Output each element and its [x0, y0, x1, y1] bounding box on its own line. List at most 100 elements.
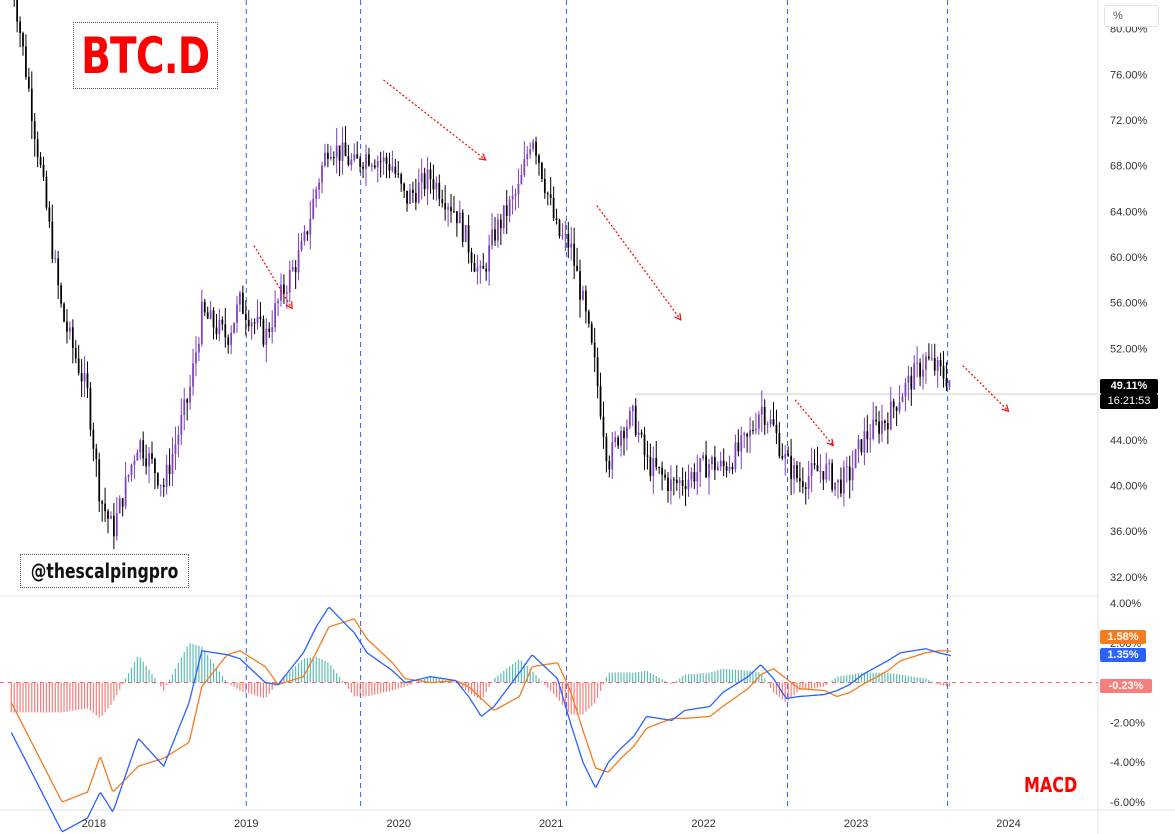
candle-body	[866, 431, 869, 440]
candle-body	[541, 163, 543, 180]
candle-body	[25, 46, 27, 77]
candle-body	[590, 323, 593, 343]
candle-body	[19, 21, 21, 33]
candle-body	[772, 419, 775, 425]
candle-body	[719, 460, 722, 467]
candle-body	[39, 157, 42, 165]
trend-arrow-line	[253, 245, 293, 309]
candle-body	[36, 139, 39, 158]
candle-body	[280, 284, 282, 301]
candle-body	[713, 457, 716, 471]
candle-body	[329, 157, 332, 159]
price-tick-label: 36.00%	[1110, 526, 1148, 538]
candle-body	[283, 284, 285, 294]
candle-body	[215, 327, 218, 335]
candle-body	[206, 312, 209, 319]
candle-body	[192, 363, 194, 387]
candle-body	[236, 304, 238, 323]
candle-body	[799, 478, 801, 482]
candle-body	[250, 322, 253, 327]
candle-body	[848, 466, 851, 481]
candle-body	[180, 414, 183, 435]
candle-body	[394, 166, 397, 174]
candle-body	[596, 357, 599, 387]
candle-body	[579, 271, 581, 300]
candle-body	[461, 212, 464, 242]
candle-body	[112, 515, 115, 537]
candle-body	[945, 378, 948, 387]
candle-body	[239, 292, 241, 305]
candle-body	[130, 464, 133, 476]
candle-body	[168, 464, 171, 474]
candle-body	[675, 479, 678, 484]
candle-body	[784, 454, 787, 459]
candle-body	[626, 426, 628, 439]
candle-body	[447, 207, 449, 210]
candle-body	[892, 401, 895, 408]
candle-body	[757, 414, 760, 429]
candle-body	[543, 179, 546, 193]
candle-body	[324, 152, 326, 166]
histogram-value-tag: -0.23%	[1100, 679, 1152, 693]
candle-body	[271, 327, 274, 333]
price-tick-label: 76.00%	[1110, 69, 1148, 81]
candle-body	[63, 303, 65, 322]
candle-body	[699, 458, 702, 472]
price-tick-label: 64.00%	[1110, 206, 1148, 218]
candle-body	[476, 267, 479, 272]
candle-body	[86, 373, 89, 388]
candle-body	[763, 406, 766, 425]
candle-body	[684, 485, 687, 490]
candle-body	[731, 466, 734, 470]
candle-body	[582, 290, 584, 300]
candle-body	[687, 479, 690, 490]
candle-body	[863, 431, 866, 453]
candle-body	[749, 429, 751, 437]
candle-body	[133, 460, 136, 465]
candle-body	[297, 250, 300, 273]
candle-body	[183, 399, 186, 415]
candle-body	[51, 221, 54, 259]
candle-body	[426, 169, 429, 190]
candle-body	[30, 88, 33, 122]
candle-body	[379, 161, 382, 163]
candle-body	[939, 360, 942, 367]
candle-body	[370, 165, 373, 167]
candle-body	[368, 154, 370, 166]
price-tick-label: 32.00%	[1110, 572, 1148, 584]
candle-body	[104, 503, 106, 512]
candle-body	[502, 205, 505, 229]
candle-body	[306, 231, 309, 235]
price-tick-label: 56.00%	[1110, 298, 1148, 310]
percent-scale-button[interactable]: %	[1104, 5, 1159, 27]
candle-body	[585, 290, 587, 312]
candle-body	[406, 190, 408, 204]
candle-body	[69, 327, 71, 332]
candle-body	[825, 464, 828, 480]
candle-body	[115, 513, 118, 537]
candle-body	[898, 402, 901, 412]
candle-body	[801, 481, 804, 488]
candle-body	[942, 366, 945, 379]
candle-body	[74, 348, 77, 359]
time-tick-label: 2023	[844, 818, 868, 830]
candle-body	[546, 192, 549, 195]
candle-countdown-tag: 16:21:53	[1100, 394, 1158, 409]
candle-body	[755, 428, 757, 431]
candle-body	[294, 266, 297, 273]
candle-body	[916, 362, 919, 364]
candle-body	[608, 461, 611, 470]
candle-body	[414, 192, 417, 203]
candle-body	[288, 270, 291, 293]
candle-body	[230, 332, 233, 345]
candle-body	[253, 322, 256, 324]
candle-body	[148, 453, 150, 467]
candle-body	[417, 182, 420, 203]
candle-body	[42, 164, 45, 177]
chart-title-box: BTC.D	[73, 22, 218, 89]
candle-body	[382, 157, 385, 162]
candle-body	[121, 498, 124, 507]
candle-body	[936, 360, 939, 371]
last-price-tag: 49.11%	[1100, 379, 1158, 394]
